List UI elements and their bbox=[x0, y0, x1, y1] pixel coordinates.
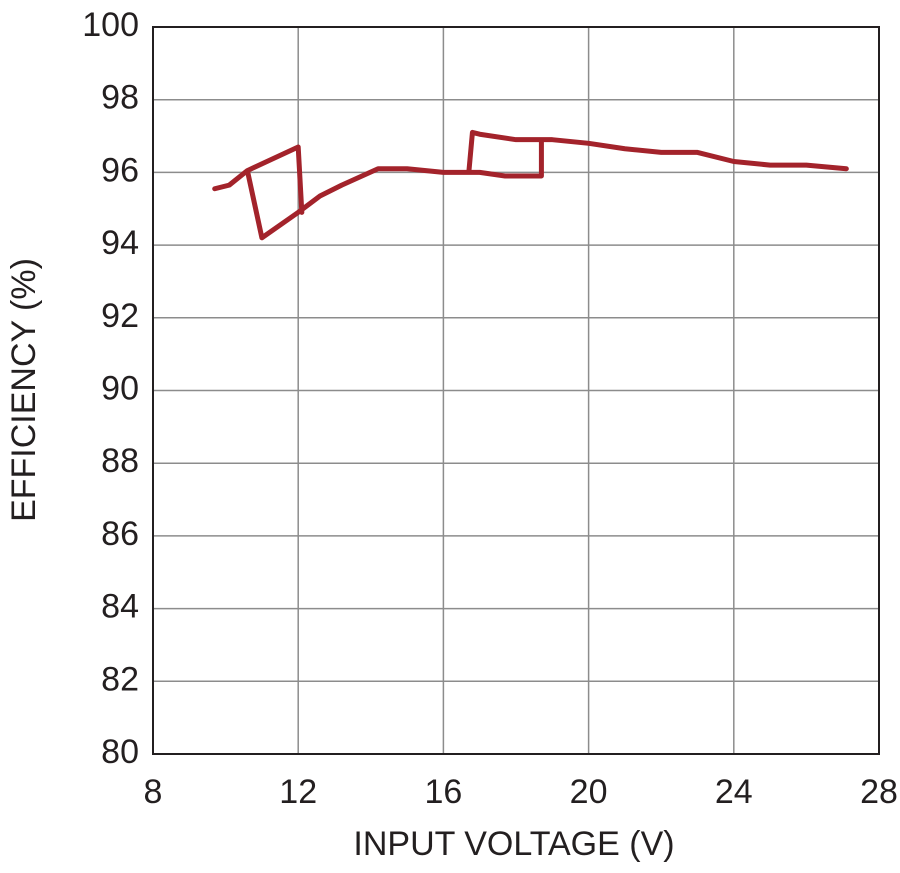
x-axis-label: INPUT VOLTAGE (V) bbox=[353, 825, 674, 863]
x-tick-label: 24 bbox=[715, 773, 753, 811]
y-tick-label: 100 bbox=[82, 6, 139, 44]
x-tick-label: 28 bbox=[860, 773, 898, 811]
y-tick-label: 80 bbox=[101, 733, 139, 771]
y-tick-label: 96 bbox=[101, 151, 139, 189]
x-tick-label: 8 bbox=[144, 773, 163, 811]
plot-frame bbox=[152, 26, 880, 755]
y-tick-label: 98 bbox=[101, 79, 139, 117]
y-tick-label: 88 bbox=[101, 442, 139, 480]
x-tick-label: 16 bbox=[424, 773, 462, 811]
y-tick-label: 86 bbox=[101, 515, 139, 553]
y-tick-label: 90 bbox=[101, 369, 139, 407]
y-tick-label: 94 bbox=[101, 224, 139, 262]
y-tick-label: 92 bbox=[101, 297, 139, 335]
x-tick-label: 12 bbox=[279, 773, 317, 811]
y-tick-label: 84 bbox=[101, 588, 139, 626]
data-line bbox=[212, 129, 849, 241]
x-tick-label: 20 bbox=[570, 773, 608, 811]
y-axis-label: EFFICIENCY (%) bbox=[5, 258, 43, 522]
y-tick-label: 82 bbox=[101, 660, 139, 698]
